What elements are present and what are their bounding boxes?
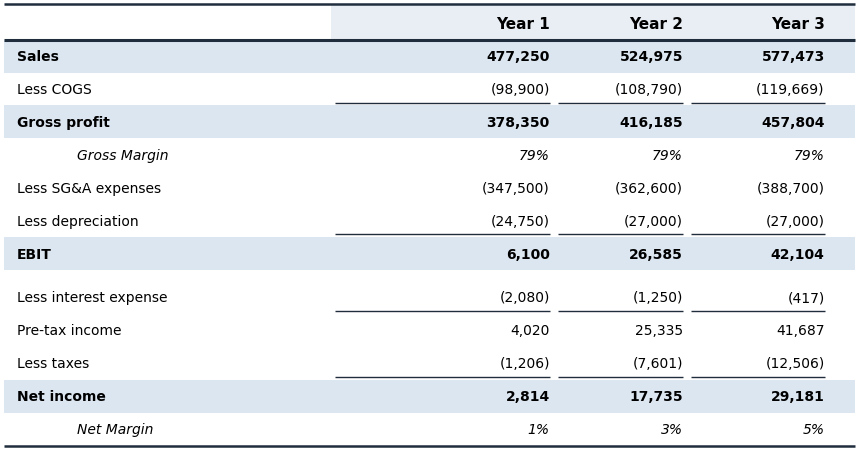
Text: 2,814: 2,814 (505, 389, 550, 403)
Bar (4, 380, 855, 413)
Text: Year 3: Year 3 (771, 17, 825, 32)
Text: (347,500): (347,500) (482, 181, 550, 195)
Text: Gross Margin: Gross Margin (77, 148, 169, 162)
Text: (119,669): (119,669) (756, 83, 825, 97)
Text: 79%: 79% (794, 148, 825, 162)
Text: 26,585: 26,585 (629, 247, 683, 261)
Text: Sales: Sales (17, 50, 59, 64)
Text: 79%: 79% (519, 148, 550, 162)
Text: (27,000): (27,000) (765, 214, 825, 228)
Text: Less depreciation: Less depreciation (17, 214, 139, 228)
Bar (4, 238, 855, 271)
Text: Gross profit: Gross profit (17, 115, 110, 129)
Text: 41,687: 41,687 (777, 324, 825, 337)
Text: 6,100: 6,100 (506, 247, 550, 261)
Text: 378,350: 378,350 (486, 115, 550, 129)
Text: Net income: Net income (17, 389, 106, 403)
Text: Net Margin: Net Margin (77, 422, 154, 436)
Text: 5%: 5% (802, 422, 825, 436)
Text: Year 2: Year 2 (629, 17, 683, 32)
Text: (388,700): (388,700) (757, 181, 825, 195)
Bar (4, 106, 855, 139)
Text: 79%: 79% (652, 148, 683, 162)
Text: (362,600): (362,600) (615, 181, 683, 195)
Bar (331, 5, 855, 41)
Text: EBIT: EBIT (17, 247, 52, 261)
Text: 42,104: 42,104 (771, 247, 825, 261)
Text: 477,250: 477,250 (486, 50, 550, 64)
Text: (12,506): (12,506) (765, 356, 825, 370)
Text: (98,900): (98,900) (490, 83, 550, 97)
Text: 4,020: 4,020 (510, 324, 550, 337)
Text: (7,601): (7,601) (632, 356, 683, 370)
Text: 457,804: 457,804 (761, 115, 825, 129)
Text: (2,080): (2,080) (499, 291, 550, 305)
Text: Less interest expense: Less interest expense (17, 291, 168, 305)
Text: 25,335: 25,335 (635, 324, 683, 337)
Bar (4, 347, 855, 380)
Bar (4, 139, 855, 172)
Text: (1,206): (1,206) (499, 356, 550, 370)
Bar (4, 205, 855, 238)
Text: 524,975: 524,975 (619, 50, 683, 64)
Text: 3%: 3% (661, 422, 683, 436)
Text: (27,000): (27,000) (624, 214, 683, 228)
Bar (4, 172, 855, 205)
Text: (108,790): (108,790) (615, 83, 683, 97)
Text: 577,473: 577,473 (761, 50, 825, 64)
Text: Less SG&A expenses: Less SG&A expenses (17, 181, 161, 195)
Text: Less taxes: Less taxes (17, 356, 89, 370)
Text: (24,750): (24,750) (490, 214, 550, 228)
Bar (4, 41, 855, 74)
Text: (1,250): (1,250) (632, 291, 683, 305)
Text: (417): (417) (788, 291, 825, 305)
Text: Year 1: Year 1 (496, 17, 550, 32)
Bar (4, 281, 855, 314)
Bar (4, 413, 855, 446)
Text: 29,181: 29,181 (771, 389, 825, 403)
Text: Pre-tax income: Pre-tax income (17, 324, 122, 337)
Text: 1%: 1% (527, 422, 550, 436)
Bar (4, 314, 855, 347)
Text: 416,185: 416,185 (619, 115, 683, 129)
Text: 17,735: 17,735 (630, 389, 683, 403)
Bar (4, 74, 855, 106)
Text: Less COGS: Less COGS (17, 83, 92, 97)
